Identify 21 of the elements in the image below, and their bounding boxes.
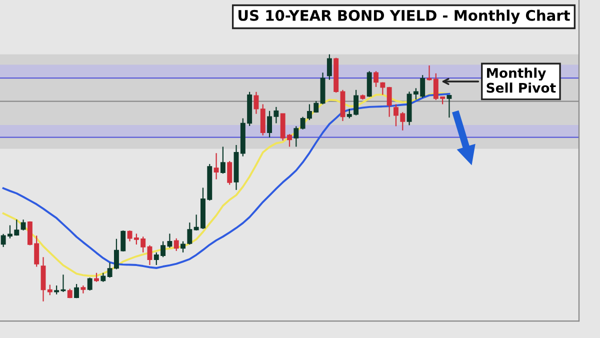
annotation: Monthly Sell Pivot [486, 68, 556, 93]
candlestick [254, 91, 259, 114]
candlestick [294, 126, 299, 148]
candlestick [260, 104, 266, 136]
chart-title: US 10-YEAR BOND YIELD - Monthly Chart [238, 10, 570, 24]
candlestick [74, 283, 80, 299]
candlestick [386, 86, 392, 118]
candlestick [47, 284, 52, 296]
candlestick [446, 94, 452, 118]
candlestick [326, 54, 332, 80]
candlestick [40, 256, 46, 302]
candlestick [366, 70, 372, 98]
candlestick [174, 238, 179, 252]
candlestick [214, 152, 219, 180]
candlestick [227, 160, 232, 186]
candlestick [87, 277, 92, 292]
candlestick [147, 244, 152, 266]
candlestick [374, 70, 378, 88]
candlestick [380, 82, 386, 96]
candlestick [220, 146, 226, 174]
candlestick [20, 219, 26, 232]
